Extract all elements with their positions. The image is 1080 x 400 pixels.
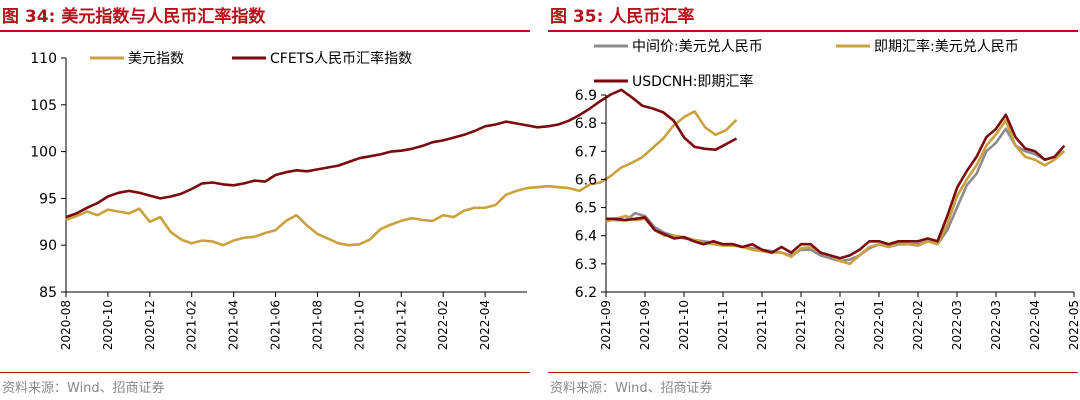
x-tick-label: 2022-01 [872,300,886,350]
x-tick-label: 2020-08 [59,300,73,350]
x-tick-label: 2021-12 [394,300,408,350]
y-tick-label: 6.9 [575,88,597,104]
x-tick-label: 2021-10 [677,300,691,350]
chart-title: 图 35: 人民币汇率 [550,2,700,27]
x-tick-label: 2021-10 [352,300,366,350]
y-tick-label: 95 [39,191,57,207]
source-note: 资料来源：Wind、招商证券 [2,381,165,396]
chart-title: 图 34: 美元指数与人民币汇率指数 [2,2,271,27]
x-tick-label: 2022-02 [911,300,925,350]
legend-label: 中间价:美元兑人民币 [632,39,763,55]
figure-title: 美元指数与人民币汇率指数 [61,7,266,27]
y-tick-label: 6.2 [575,285,597,301]
figure-number: 图 34: [2,7,56,27]
y-tick-label: 85 [39,285,57,301]
x-tick-label: 2021-08 [310,300,324,350]
source-rule [548,372,1078,373]
y-tick-label: 6.4 [575,229,597,245]
x-tick-label: 2022-05 [1067,300,1080,350]
x-tick-label: 2021-11 [716,300,730,350]
x-tick-label: 2022-02 [436,300,450,350]
rmb-exchange-rate-line-chart: 6.2 6.3 6.4 6.5 6.6 6.7 6.8 6.9 2021-09 2021-09 20… [575,38,1080,350]
right-chart-panel: 图 35: 人民币汇率 6.2 6.3 6.4 6.5 6.6 6.7 6.8 6.9 2021-… [548,0,1080,400]
legend-label: CFETS人民币汇率指数 [270,50,412,67]
source-rule [0,372,530,373]
legend-label: USDCNH:即期汇率 [632,73,753,90]
y-tick-label: 90 [39,238,57,254]
x-tick-label: 2021-09 [599,300,613,350]
x-tick-label: 2021-04 [227,300,241,350]
series-line [65,110,738,247]
left-chart-panel: 图 34: 美元指数与人民币汇率指数 85 90 95 100 105 110 2020-08… [0,0,738,400]
y-tick-label: 6.8 [575,116,597,132]
series-line [605,127,1065,263]
x-tick-label: 2020-10 [101,300,115,350]
series-line [65,88,738,219]
x-tick-label: 2022-03 [989,300,1003,350]
x-tick-label: 2022-04 [478,300,492,350]
dollar-index-line-chart: 85 90 95 100 105 110 2020-08 2020-10 2020-12 2021… [30,50,738,350]
x-tick-label: 2021-11 [755,300,769,350]
title-rule [0,30,530,32]
series-line [606,113,1066,260]
x-tick-label: 2021-12 [794,300,808,350]
y-tick-label: 6.5 [575,201,597,217]
x-tick-label: 2020-12 [143,300,157,350]
x-tick-label: 2022-03 [950,300,964,350]
x-tick-label: 2022-01 [833,300,847,350]
x-tick-label: 2021-06 [269,300,283,350]
y-tick-label: 100 [30,145,57,161]
figure-title: 人民币汇率 [609,7,695,27]
x-tick-label: 2021-09 [638,300,652,350]
source-note: 资料来源：Wind、招商证券 [550,381,713,396]
y-tick-label: 6.7 [575,144,597,160]
figure-number: 图 35: [550,7,604,27]
x-tick-label: 2022-04 [1028,300,1042,350]
y-tick-label: 105 [30,98,57,114]
legend-label: 即期汇率:美元兑人民币 [874,38,1019,55]
y-tick-label: 110 [30,51,57,67]
title-rule [548,30,1078,32]
y-tick-label: 6.3 [575,257,597,273]
legend-label: 美元指数 [128,51,184,67]
y-tick-label: 6.6 [575,172,597,188]
x-tick-label: 2021-02 [185,300,199,350]
